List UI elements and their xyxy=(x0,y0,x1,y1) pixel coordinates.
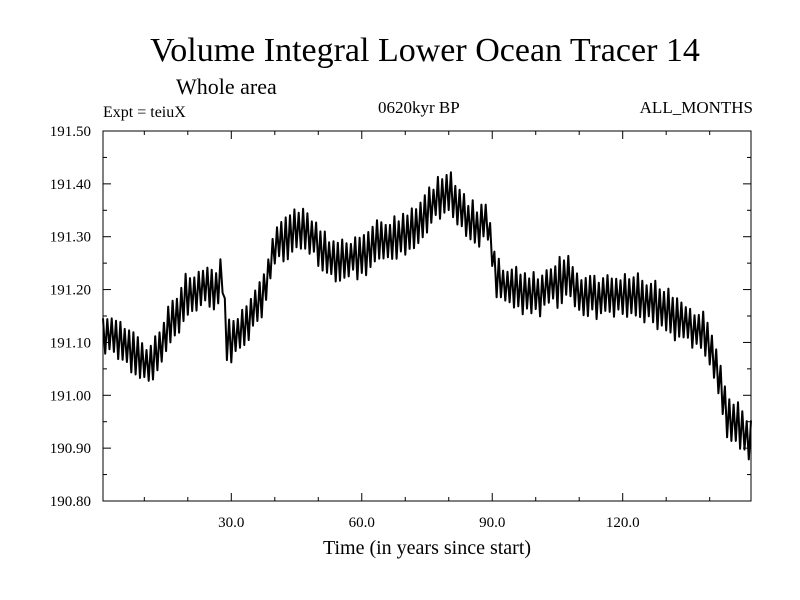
x-axis: 30.0 60.0 90.0 120.0 xyxy=(143,131,711,531)
x-tick-label: 60.0 xyxy=(349,515,375,531)
y-tick-label: 190.80 xyxy=(50,494,91,510)
experiment-label: Expt = teiuX xyxy=(103,104,186,121)
months-label: ALL_MONTHS xyxy=(639,98,753,117)
x-tick-label: 90.0 xyxy=(479,515,505,531)
period-label: 0620kyr BP xyxy=(378,98,460,117)
chart-title: Volume Integral Lower Ocean Tracer 14 xyxy=(150,32,700,69)
x-axis-label: Time (in years since start) xyxy=(322,537,532,559)
y-tick-label: 191.30 xyxy=(50,230,91,246)
y-tick-label: 191.00 xyxy=(50,388,91,404)
x-tick-label: 120.0 xyxy=(606,515,640,531)
y-tick-label: 191.40 xyxy=(50,177,91,193)
y-tick-label: 191.20 xyxy=(50,283,91,299)
x-tick-label: 30.0 xyxy=(218,515,244,531)
chart-subtitle: Whole area xyxy=(176,74,277,99)
series-line-tracer-14 xyxy=(102,171,752,461)
y-tick-label: 191.50 xyxy=(50,124,91,140)
y-tick-label: 191.10 xyxy=(50,335,91,351)
y-tick-label: 190.90 xyxy=(50,441,91,457)
y-axis: 190.80 190.90 191.00 191.10 191.20 191.30 191.… xyxy=(50,124,751,510)
